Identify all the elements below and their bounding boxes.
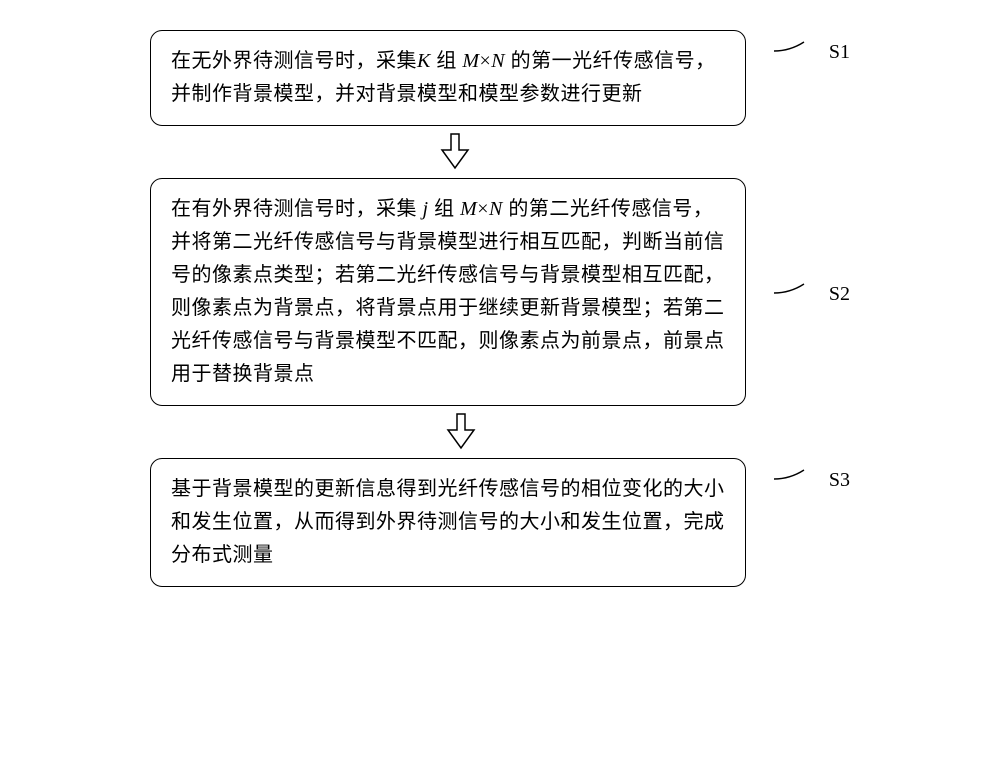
step-label-s2: S2 <box>746 278 850 306</box>
connector-s1-s2 <box>150 132 760 172</box>
step-label-s3: S3 <box>746 464 850 492</box>
arrow-down-icon <box>438 132 472 172</box>
arrow-down-icon <box>444 412 478 452</box>
step-box-s2: 在有外界待测信号时，采集 j 组 M×N 的第二光纤传感信号，并将第二光纤传感信… <box>150 178 746 406</box>
step-text-s1: 在无外界待测信号时，采集K 组 M×N 的第一光纤传感信号，并制作背景模型，并对… <box>171 50 716 105</box>
label-leader-s2 <box>774 278 824 300</box>
step-label-s1: S1 <box>746 36 850 64</box>
step-row-s1: 在无外界待测信号时，采集K 组 M×N 的第一光纤传感信号，并制作背景模型，并对… <box>150 30 850 126</box>
step-label-text-s3: S3 <box>829 469 850 491</box>
step-label-text-s2: S2 <box>829 283 850 305</box>
step-row-s2: 在有外界待测信号时，采集 j 组 M×N 的第二光纤传感信号，并将第二光纤传感信… <box>150 178 850 406</box>
label-leader-s1 <box>774 36 824 58</box>
step-text-s2: 在有外界待测信号时，采集 j 组 M×N 的第二光纤传感信号，并将第二光纤传感信… <box>171 198 725 385</box>
step-box-s3: 基于背景模型的更新信息得到光纤传感信号的相位变化的大小和发生位置，从而得到外界待… <box>150 458 746 587</box>
step-box-s1: 在无外界待测信号时，采集K 组 M×N 的第一光纤传感信号，并制作背景模型，并对… <box>150 30 746 126</box>
connector-s2-s3 <box>150 412 772 452</box>
flowchart-container: 在无外界待测信号时，采集K 组 M×N 的第一光纤传感信号，并制作背景模型，并对… <box>150 30 850 587</box>
step-text-s3: 基于背景模型的更新信息得到光纤传感信号的相位变化的大小和发生位置，从而得到外界待… <box>171 478 725 566</box>
label-leader-s3 <box>774 464 824 486</box>
step-label-text-s1: S1 <box>829 41 850 63</box>
step-row-s3: 基于背景模型的更新信息得到光纤传感信号的相位变化的大小和发生位置，从而得到外界待… <box>150 458 850 587</box>
